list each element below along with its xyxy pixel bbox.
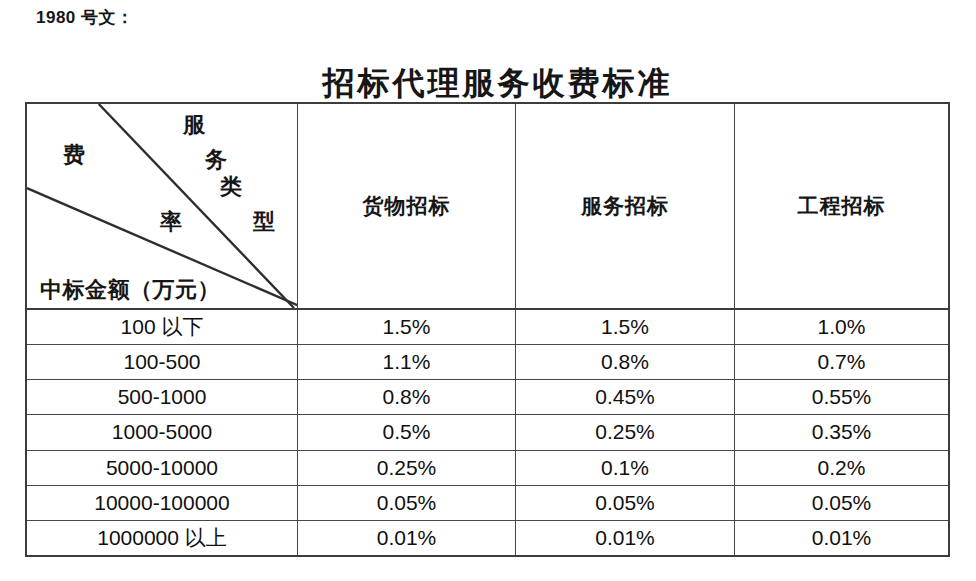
fee-cell: 0.45% [516, 380, 735, 414]
corner-axis-char: 型 [253, 211, 275, 233]
fee-cell: 0.8% [516, 345, 735, 379]
row-label: 1000-5000 [27, 415, 298, 449]
fee-cell: 1.1% [298, 345, 516, 379]
fee-cell: 0.01% [516, 521, 735, 555]
fee-cell: 0.5% [298, 415, 516, 449]
fee-cell: 0.2% [735, 451, 948, 485]
corner-axis-char: 务 [205, 149, 227, 171]
corner-axis-char: 服 [183, 114, 205, 136]
table-row: 5000-10000 0.25% 0.1% 0.2% [27, 451, 948, 486]
fee-cell: 0.05% [298, 486, 516, 520]
doc-number-label: 1980 号文： [36, 6, 134, 29]
table-row: 100-500 1.1% 0.8% 0.7% [27, 345, 948, 380]
fee-cell: 1.0% [735, 310, 948, 344]
row-label: 500-1000 [27, 380, 298, 414]
table-row: 10000-100000 0.05% 0.05% 0.05% [27, 486, 948, 521]
table-row: 100 以下 1.5% 1.5% 1.0% [27, 310, 948, 345]
table-row: 1000-5000 0.5% 0.25% 0.35% [27, 415, 948, 450]
row-label: 100-500 [27, 345, 298, 379]
row-label: 1000000 以上 [27, 521, 298, 555]
fee-cell: 1.5% [298, 310, 516, 344]
corner-axis-char: 类 [220, 176, 242, 198]
row-label: 100 以下 [27, 310, 298, 344]
column-header-engineering: 工程招标 [735, 104, 948, 308]
fee-cell: 0.35% [735, 415, 948, 449]
fee-cell: 0.05% [735, 486, 948, 520]
fee-cell: 0.8% [298, 380, 516, 414]
page-title: 招标代理服务收费标准 [25, 63, 970, 103]
table-row: 500-1000 0.8% 0.45% 0.55% [27, 380, 948, 415]
row-label: 5000-10000 [27, 451, 298, 485]
row-label: 10000-100000 [27, 486, 298, 520]
table-corner-cell: 服 务 类 型 费 率 中标金额（万元） [27, 104, 298, 308]
fee-cell: 0.25% [516, 415, 735, 449]
table-header-row: 服 务 类 型 费 率 中标金额（万元） 货物招标 服务招标 工程招标 [27, 104, 948, 310]
column-header-services: 服务招标 [516, 104, 735, 308]
fee-table: 服 务 类 型 费 率 中标金额（万元） 货物招标 服务招标 工程招标 100 … [25, 102, 950, 557]
column-header-goods: 货物招标 [298, 104, 516, 308]
corner-axis-char: 率 [160, 211, 182, 233]
fee-cell: 0.25% [298, 451, 516, 485]
fee-cell: 0.1% [516, 451, 735, 485]
corner-axis-char: 费 [63, 144, 85, 166]
fee-cell: 0.7% [735, 345, 948, 379]
fee-cell: 0.55% [735, 380, 948, 414]
fee-cell: 0.05% [516, 486, 735, 520]
fee-cell: 0.01% [298, 521, 516, 555]
fee-cell: 1.5% [516, 310, 735, 344]
fee-cell: 0.01% [735, 521, 948, 555]
table-row: 1000000 以上 0.01% 0.01% 0.01% [27, 521, 948, 555]
corner-amount-label: 中标金额（万元） [40, 278, 220, 302]
